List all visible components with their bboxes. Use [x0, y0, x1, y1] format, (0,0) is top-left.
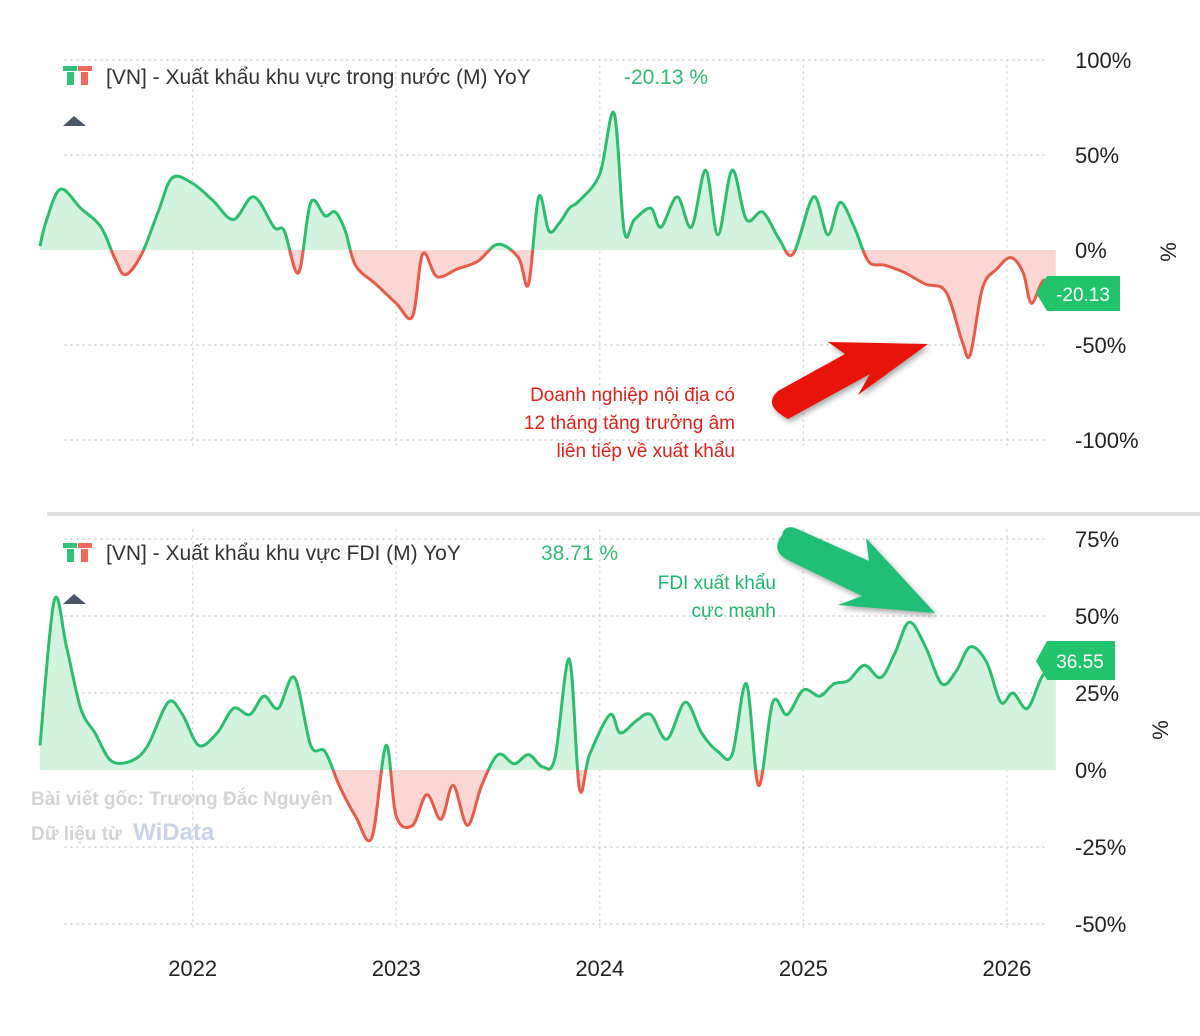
- watermark-author: Bài viết gốc: Trương Đắc Nguyên: [31, 788, 333, 810]
- x-tick-label: 2024: [575, 956, 624, 981]
- fdi-legend[interactable]: [VN] - Xuất khẩu khu vực FDI (M) YoY 38.…: [63, 542, 618, 565]
- domestic-y-tick-label: 100%: [1075, 48, 1131, 73]
- fdi-export-chart: 75% 50% 25% 0% -25% -50% % [VN] - Xuất khẩu k…: [31, 527, 1173, 937]
- fdi-annotation-line-1: FDI xuất khẩu: [658, 573, 776, 594]
- triangle-up-icon[interactable]: [63, 116, 86, 126]
- domestic-annotation: Doanh nghiệp nội địa có 12 tháng tăng tr…: [524, 385, 735, 462]
- fdi-positive-line: [38, 595, 1058, 770]
- domestic-last-value-badge: -20.13: [1036, 276, 1120, 311]
- x-tick-label: 2023: [372, 956, 421, 981]
- bar-chart-icon: [63, 66, 92, 85]
- domestic-positive-area: [40, 112, 1056, 250]
- domestic-y-tick-label: 50%: [1075, 143, 1119, 168]
- domestic-legend-value: -20.13 %: [624, 66, 708, 89]
- bar-chart-icon: [63, 543, 92, 562]
- domestic-legend-title: [VN] - Xuất khẩu khu vực trong nước (M) …: [106, 66, 531, 89]
- watermark: Bài viết gốc: Trương Đắc Nguyên Dữ liệu …: [31, 788, 333, 846]
- triangle-up-icon[interactable]: [63, 594, 86, 604]
- domestic-legend[interactable]: [VN] - Xuất khẩu khu vực trong nước (M) …: [63, 66, 708, 89]
- fdi-gridlines: [64, 538, 1046, 925]
- time-axis: 2022 2023 2024 2025 2026: [168, 956, 1031, 981]
- domestic-last-value-text: -20.13: [1056, 285, 1110, 306]
- domestic-annotation-line-1: Doanh nghiệp nội địa có: [530, 385, 735, 406]
- fdi-y-tick-label: -25%: [1075, 835, 1126, 860]
- fdi-last-value-badge: 36.55: [1036, 641, 1115, 680]
- fdi-last-value-text: 36.55: [1056, 652, 1104, 673]
- domestic-y-tick-label: -50%: [1075, 333, 1126, 358]
- fdi-y-tick-label: 75%: [1075, 527, 1119, 552]
- fdi-positive-area: [40, 597, 1056, 770]
- fdi-legend-title: [VN] - Xuất khẩu khu vực FDI (M) YoY: [106, 542, 461, 565]
- fdi-annotation: FDI xuất khẩu cực mạnh: [658, 573, 776, 622]
- fdi-legend-value: 38.71 %: [541, 542, 618, 565]
- fdi-annotation-line-2: cực mạnh: [691, 601, 776, 622]
- x-tick-label: 2025: [779, 956, 828, 981]
- fdi-vertical-gridlines: [191, 529, 1008, 931]
- watermark-source-prefix: Dữ liệu từ: [31, 824, 122, 845]
- watermark-source: Dữ liệu từ WiData: [31, 819, 215, 846]
- fdi-y-tick-label: 50%: [1075, 604, 1119, 629]
- widata-logo: WiData: [133, 819, 215, 846]
- x-tick-label: 2026: [982, 956, 1031, 981]
- fdi-area-series: [38, 595, 1058, 843]
- domestic-y-tick-label: -100%: [1075, 428, 1139, 453]
- domestic-positive-line: [38, 110, 865, 250]
- domestic-annotation-line-2: 12 tháng tăng trưởng âm: [524, 413, 735, 434]
- domestic-annotation-line-3: liên tiếp về xuất khẩu: [556, 441, 735, 462]
- pane-separator[interactable]: [47, 512, 1200, 516]
- fdi-y-tick-label: 0%: [1075, 758, 1107, 783]
- fdi-y-tick-label: -50%: [1075, 912, 1126, 937]
- domestic-y-axis: 100% 50% 0% -50% -100%: [1075, 48, 1139, 453]
- domestic-y-tick-label: 0%: [1075, 238, 1107, 263]
- domestic-export-chart: 100% 50% 0% -50% -100% % [VN] - Xuất khẩu kh…: [38, 48, 1181, 462]
- fdi-y-axis: 75% 50% 25% 0% -25% -50%: [1075, 527, 1126, 937]
- fdi-y-tick-label: 25%: [1075, 681, 1119, 706]
- domestic-negative-area: [40, 250, 1056, 358]
- fdi-y-axis-label: %: [1148, 720, 1173, 740]
- red-arrow-icon: [771, 342, 928, 419]
- green-arrow-icon: [777, 527, 935, 613]
- domestic-negative-line: [109, 250, 1057, 360]
- domestic-y-axis-label: %: [1156, 242, 1181, 262]
- x-tick-label: 2022: [168, 956, 217, 981]
- domestic-area-series: [38, 110, 1057, 360]
